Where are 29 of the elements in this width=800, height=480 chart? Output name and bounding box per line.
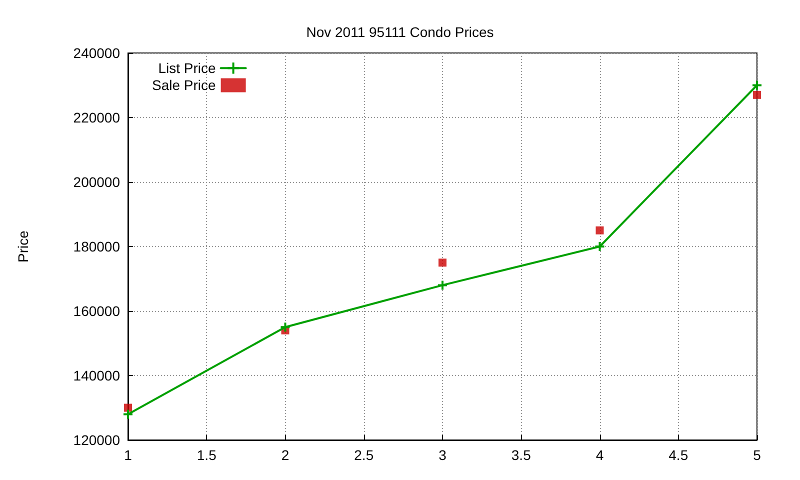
y-tick-label: 180000 xyxy=(73,238,120,254)
legend-label: Sale Price xyxy=(152,77,216,94)
point xyxy=(752,80,762,91)
point xyxy=(438,258,446,267)
point xyxy=(596,226,604,234)
x-tick-label: 3 xyxy=(438,447,447,463)
y-axis-title: Price xyxy=(15,230,31,262)
point xyxy=(280,322,291,333)
y-tick-label: 160000 xyxy=(73,303,120,319)
x-tick-label: 4.5 xyxy=(668,447,688,463)
y-tick-label: 120000 xyxy=(73,432,120,448)
point xyxy=(122,408,134,420)
y-tick-label: 220000 xyxy=(73,110,120,126)
x-tick-label: 1.5 xyxy=(196,447,217,463)
x-tick-label: 4 xyxy=(596,447,604,463)
point xyxy=(124,404,132,412)
x-tick-label: 2 xyxy=(281,447,290,463)
point xyxy=(594,241,606,252)
x-tick-label: 5 xyxy=(753,447,762,463)
legend-label: List Price xyxy=(158,60,216,76)
y-tick-label: 140000 xyxy=(73,368,120,384)
x-tick-label: 1 xyxy=(124,447,132,463)
chart-title: Nov 2011 95111 Condo Prices xyxy=(306,24,494,40)
x-tick-label: 3.5 xyxy=(511,447,532,463)
point xyxy=(437,280,448,291)
x-tick-label: 2.5 xyxy=(354,447,374,463)
point xyxy=(753,90,761,99)
y-tick-label: 200000 xyxy=(73,174,120,190)
y-tick-label: 240000 xyxy=(73,45,120,61)
